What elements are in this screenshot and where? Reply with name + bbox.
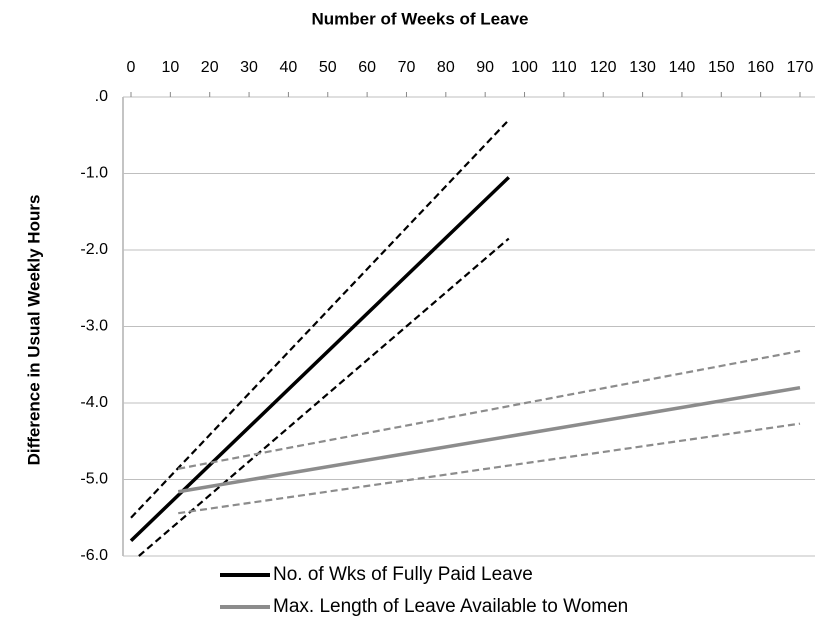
x-tick-label: 170	[787, 59, 814, 76]
x-axis-title: Number of Weeks of Leave	[312, 9, 529, 28]
x-tick-label: 130	[629, 59, 656, 76]
data-line	[177, 385, 801, 494]
y-tick-label: -6.0	[80, 547, 108, 564]
x-tick-label: 70	[398, 59, 416, 76]
y-tick-label: -2.0	[80, 241, 108, 258]
confidence-line	[138, 237, 510, 557]
x-tick-label: 40	[280, 59, 298, 76]
x-tick-label: 0	[127, 59, 136, 76]
x-tick-label: 90	[476, 59, 494, 76]
x-tick-label: 20	[201, 59, 219, 76]
x-tick-label: 80	[437, 59, 455, 76]
y-tick-label: -3.0	[80, 318, 108, 335]
x-tick-label: 100	[511, 59, 538, 76]
x-tick-label: 10	[161, 59, 179, 76]
y-tick-label: -4.0	[80, 394, 108, 411]
y-tick-label: -5.0	[80, 471, 108, 488]
x-tick-label: 60	[358, 59, 376, 76]
legend-label: Max. Length of Leave Available to Women	[273, 596, 628, 617]
y-tick-label: -1.0	[80, 165, 108, 182]
legend-label: No. of Wks of Fully Paid Leave	[273, 564, 533, 585]
x-tick-label: 30	[240, 59, 258, 76]
confidence-line	[178, 349, 801, 470]
x-tick-label: 140	[669, 59, 696, 76]
y-tick-label: .0	[95, 88, 108, 105]
x-tick-label: 50	[319, 59, 337, 76]
confidence-line	[178, 422, 801, 515]
data-line	[129, 176, 511, 542]
y-axis-title: Difference in Usual Weekly Hours	[24, 195, 43, 466]
x-tick-label: 150	[708, 59, 735, 76]
x-tick-label: 160	[747, 59, 774, 76]
x-tick-label: 120	[590, 59, 617, 76]
x-tick-label: 110	[551, 59, 577, 76]
confidence-line	[130, 119, 510, 519]
